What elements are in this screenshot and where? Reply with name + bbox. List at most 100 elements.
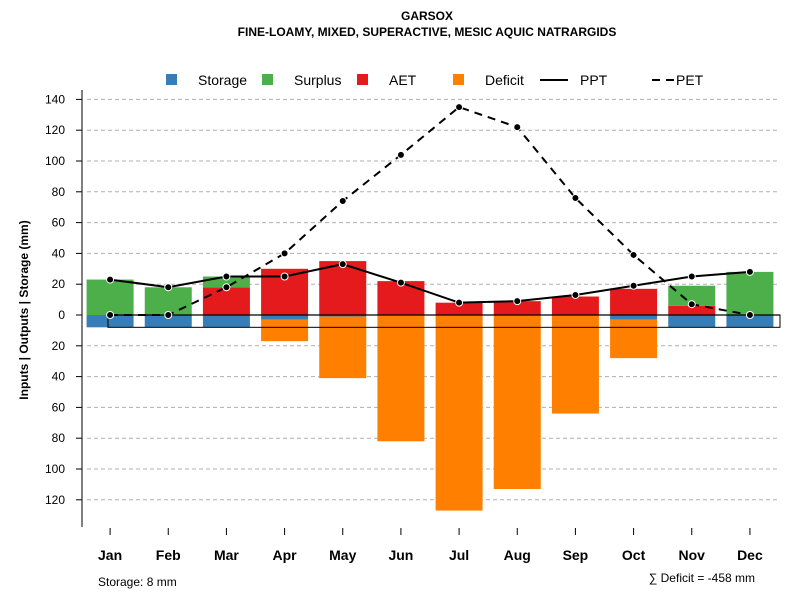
pet-point [396, 150, 405, 159]
aet-bar [493, 301, 541, 315]
x-tick-label: Feb [156, 547, 181, 563]
storage-bar [319, 315, 367, 317]
y-tick-label: 80 [52, 185, 66, 199]
x-tick-label: May [329, 547, 356, 563]
deficit-bar [435, 315, 483, 511]
surplus-bar [86, 279, 134, 315]
y-tick-label: 40 [52, 370, 66, 384]
x-tick-label: Mar [214, 547, 239, 563]
ppt-point [513, 297, 522, 306]
deficit-bar [377, 315, 425, 442]
y-axis-label: Inputs | Outputs | Storage (mm) [17, 220, 31, 399]
ppt-point [280, 272, 289, 281]
y-tick-label: 20 [52, 339, 66, 353]
y-tick-label: 60 [52, 216, 66, 230]
legend-swatch [262, 74, 273, 85]
deficit-note: ∑ Deficit = -458 mm [649, 571, 755, 585]
x-tick-label: Aug [504, 547, 531, 563]
legend-label: Storage [198, 72, 247, 88]
ppt-point [745, 267, 754, 276]
pet-point [280, 249, 289, 258]
surplus-bar [668, 285, 716, 306]
y-tick-label: 120 [45, 123, 65, 137]
y-tick-label: 80 [52, 431, 66, 445]
storage-bar [610, 315, 658, 320]
y-tick-label: 0 [58, 308, 65, 322]
series-lines [106, 103, 754, 319]
ppt-point [455, 298, 464, 307]
deficit-bar [319, 316, 367, 379]
deficit-bar [610, 319, 658, 359]
x-tick-label: Sep [563, 547, 589, 563]
storage-bar [144, 315, 192, 328]
pet-point [455, 103, 464, 112]
legend-swatch [166, 74, 177, 85]
chart-title: GARSOX [401, 9, 453, 23]
pet-point [687, 300, 696, 309]
chart-subtitle: FINE-LOAMY, MIXED, SUPERACTIVE, MESIC AQ… [238, 25, 617, 39]
gridlines [87, 98, 780, 501]
ppt-point [164, 283, 173, 292]
legend-label: Deficit [485, 72, 524, 88]
ppt-point [222, 272, 231, 281]
deficit-bar [493, 315, 541, 490]
ppt-line [109, 263, 750, 304]
deficit-bar [261, 319, 309, 342]
ppt-point [687, 272, 696, 281]
surplus-bar [144, 287, 192, 315]
x-tick-label: Jul [449, 547, 469, 563]
legend-label: PET [676, 72, 704, 88]
y-tick-label: 20 [52, 277, 66, 291]
surplus-bar [726, 271, 774, 315]
y-tick-label: 40 [52, 246, 66, 260]
pet-line [110, 105, 751, 316]
aet-bar [551, 296, 599, 315]
pet-point [222, 283, 231, 292]
storage-bar [202, 315, 250, 328]
pet-point [629, 250, 638, 259]
legend-label: Surplus [294, 72, 341, 88]
legend-swatch [357, 74, 368, 85]
legend-swatch [453, 74, 464, 85]
pet-point [164, 311, 173, 319]
x-tick-label: Jun [388, 547, 413, 563]
y-tick-label: 100 [45, 154, 65, 168]
pet-point [745, 311, 754, 319]
y-tick-label: 100 [45, 462, 65, 476]
x-tick-label: Apr [273, 547, 298, 563]
ppt-point [338, 260, 347, 269]
storage-bar [668, 315, 716, 328]
bars [86, 261, 781, 511]
y-tick-label: 140 [45, 92, 65, 106]
pet-point [513, 123, 522, 132]
y-tick-label: 60 [52, 400, 66, 414]
pet-point [338, 197, 347, 206]
x-tick-label: Dec [737, 547, 763, 563]
deficit-bar [551, 315, 599, 414]
x-tick-label: Jan [98, 547, 122, 563]
storage-bar [261, 315, 309, 320]
legend-label: AET [389, 72, 417, 88]
storage-bar [86, 315, 134, 328]
pet-point [571, 193, 580, 202]
aet-bar [377, 281, 425, 315]
ppt-point [571, 290, 580, 299]
aet-bar [202, 287, 250, 315]
ppt-point [629, 281, 638, 290]
legend-label: PPT [580, 72, 608, 88]
legend: Storage Surplus AET Deficit PPT PET [166, 72, 704, 88]
axes: 140 120 100 80 60 40 20 0 20 40 60 80 100 120 Jan Feb Ma… [45, 90, 763, 563]
aet-bar [610, 288, 658, 315]
surplus-bar [202, 276, 250, 288]
aet-bar [668, 305, 716, 315]
aet-bar [435, 302, 483, 315]
x-tick-label: Oct [622, 547, 646, 563]
pet-point [106, 311, 115, 319]
ppt-point [106, 275, 115, 284]
x-tick-label: Nov [679, 547, 706, 563]
storage-note: Storage: 8 mm [98, 575, 177, 589]
storage-bar [726, 315, 774, 328]
ppt-point [396, 278, 405, 287]
y-tick-label: 120 [45, 493, 65, 507]
